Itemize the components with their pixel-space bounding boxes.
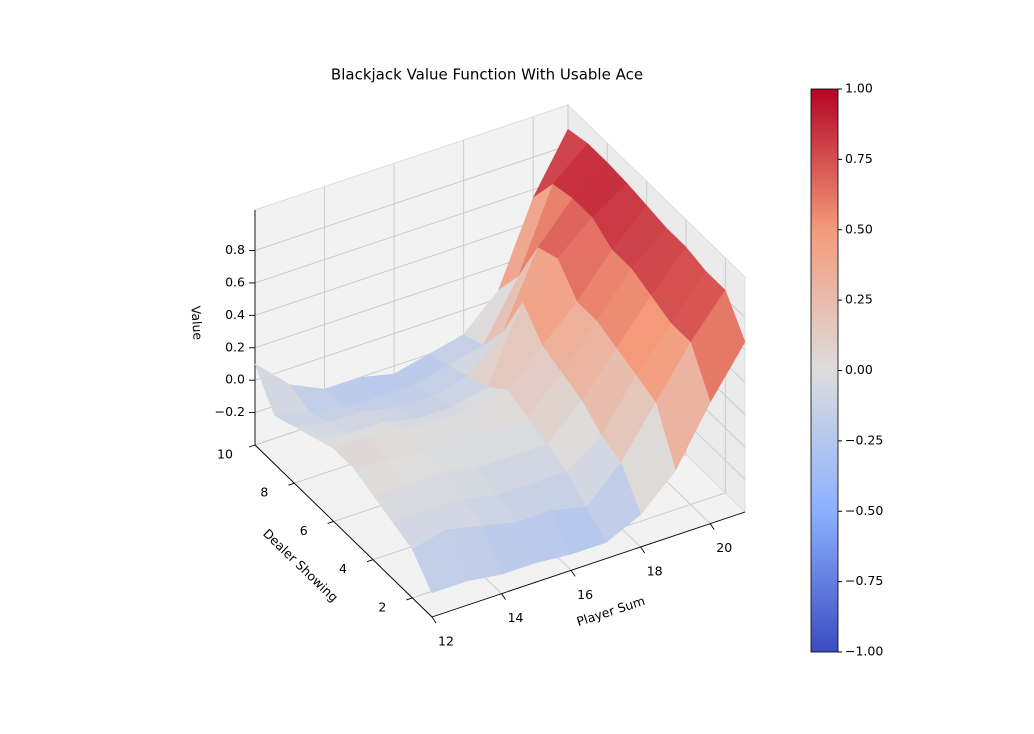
y-tick-label: 4 [339,561,347,576]
x-tick [570,570,576,577]
y-tick [248,444,256,448]
y-tick [288,482,295,486]
x-tick-label: 14 [508,610,524,625]
colorbar-tick-label: −0.25 [845,432,883,447]
z-tick-label: 0.4 [225,307,245,322]
colorbar [810,88,839,653]
x-tick-label: 12 [438,634,454,649]
z-tick-label: −0.2 [215,404,245,419]
z-tick-label: 0.0 [225,372,245,387]
z-tick-label: 0.2 [225,339,245,354]
x-tick [709,523,715,530]
colorbar-tick-label: 0.25 [845,292,873,307]
x-tick [501,593,506,600]
x-tick [431,616,437,624]
z-tick-label: 0.8 [225,242,245,257]
z-axis-label: Value [188,305,205,341]
y-tick-label: 8 [260,485,268,500]
grid-line [254,145,569,251]
y-tick-label: 6 [300,523,308,538]
colorbar-tick-label: 0.00 [845,362,873,377]
grid-line [254,177,569,284]
x-tick-label: 18 [647,564,663,579]
colorbar-tick-label: −0.50 [845,503,883,518]
y-axis-line [254,444,433,618]
colorbar-tick-label: −1.00 [845,644,883,659]
colorbar-tick-label: 0.75 [845,151,873,166]
surface-face [412,529,468,593]
y-tick-label: 2 [378,599,386,614]
colorbar-tick-label: 1.00 [845,81,873,96]
x-tick-label: 20 [716,540,732,555]
y-tick [327,521,334,524]
x-tick [640,546,646,554]
z-tick-label: 0.6 [225,274,245,289]
grid-line [254,209,569,316]
y-tick [406,597,413,601]
y-tick [366,559,374,563]
y-tick-label: 10 [217,447,233,462]
x-tick-label: 16 [577,587,593,602]
colorbar-tick-label: 0.50 [845,221,873,236]
chart-title: Blackjack Value Function With Usable Ace [331,66,643,84]
colorbar-tick-label: −0.75 [845,573,883,588]
x-axis-line [431,511,746,618]
